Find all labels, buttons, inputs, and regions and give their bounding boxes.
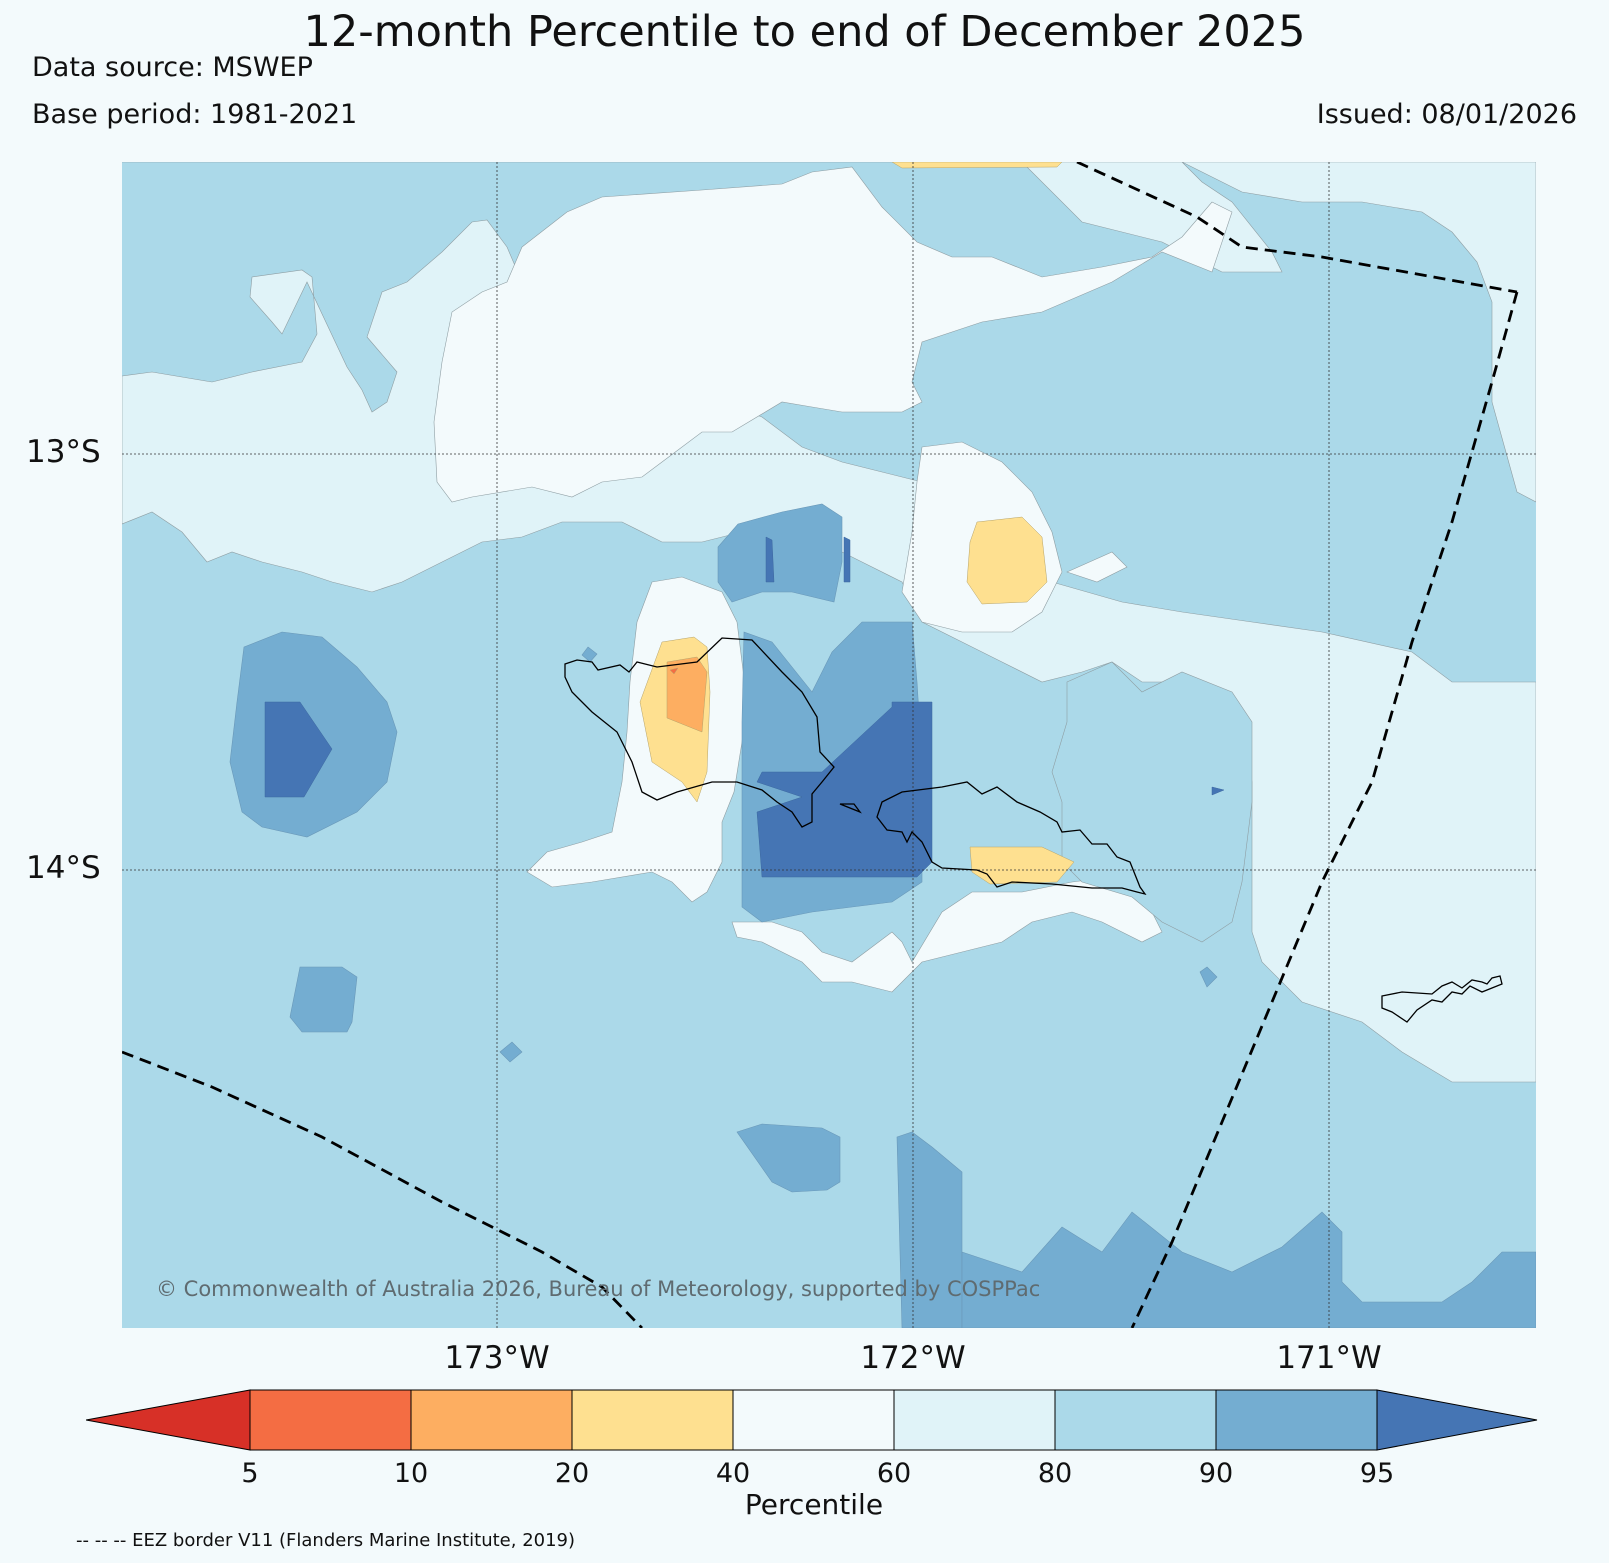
lat-label-13s: 13°S [26, 434, 101, 470]
contour-40-60-islet [1066, 551, 1128, 583]
percentile-colorbar [86, 1389, 1538, 1451]
colorbar-segment [893, 1389, 1056, 1451]
contour-above-95-patches [264, 536, 1225, 878]
colorbar-tick-10: 10 [393, 1458, 429, 1489]
colorbar-label: Percentile [744, 1488, 884, 1521]
contour-40-60-north [433, 166, 1233, 503]
lat-label-14s: 14°S [26, 850, 101, 886]
contour-40-60-south [731, 876, 1163, 993]
colorbar-tick-95: 95 [1359, 1458, 1395, 1489]
copyright-note: © Commonwealth of Australia 2026, Bureau… [156, 1277, 1041, 1301]
eez-border [122, 162, 1519, 1328]
savaii-island [564, 637, 835, 828]
colorbar-tick-40: 40 [715, 1458, 751, 1489]
contour-below-40-patches [639, 162, 1075, 885]
colorbar-segment [571, 1389, 734, 1451]
coastlines [564, 637, 1503, 1023]
colorbar-segment [249, 1389, 412, 1451]
colorbar-extend-high [1376, 1389, 1538, 1451]
colorbar-segment [410, 1389, 573, 1451]
base-period-label: Base period: 1981-2021 [32, 99, 358, 130]
colorbar-segment [1054, 1389, 1217, 1451]
colorbar-tick-60: 60 [876, 1458, 912, 1489]
data-source-label: Data source: MSWEP [32, 52, 313, 83]
lon-label-172w: 172°W [860, 1340, 966, 1376]
percentile-map[interactable] [122, 162, 1536, 1328]
lon-label-171w: 171°W [1276, 1340, 1382, 1376]
colorbar-tick-5: 5 [241, 1458, 259, 1489]
page-title: 12-month Percentile to end of December 2… [303, 7, 1306, 57]
colorbar-tick-90: 90 [1198, 1458, 1234, 1489]
colorbar-tick-80: 80 [1037, 1458, 1073, 1489]
islet-apolima [839, 803, 862, 814]
issued-date-label: Issued: 08/01/2026 [1316, 99, 1577, 130]
upolu-island [876, 781, 1147, 896]
colorbar-tick-20: 20 [554, 1458, 590, 1489]
tutuila-island [1381, 975, 1503, 1023]
colorbar-segment [1215, 1389, 1378, 1451]
colorbar-extend-low [86, 1389, 251, 1451]
eez-source-note: -- -- -- EEZ border V11 (Flanders Marine… [76, 1530, 576, 1551]
lon-label-173w: 173°W [444, 1340, 550, 1376]
contour-80-90-east [1051, 661, 1253, 943]
colorbar-segment [732, 1389, 895, 1451]
